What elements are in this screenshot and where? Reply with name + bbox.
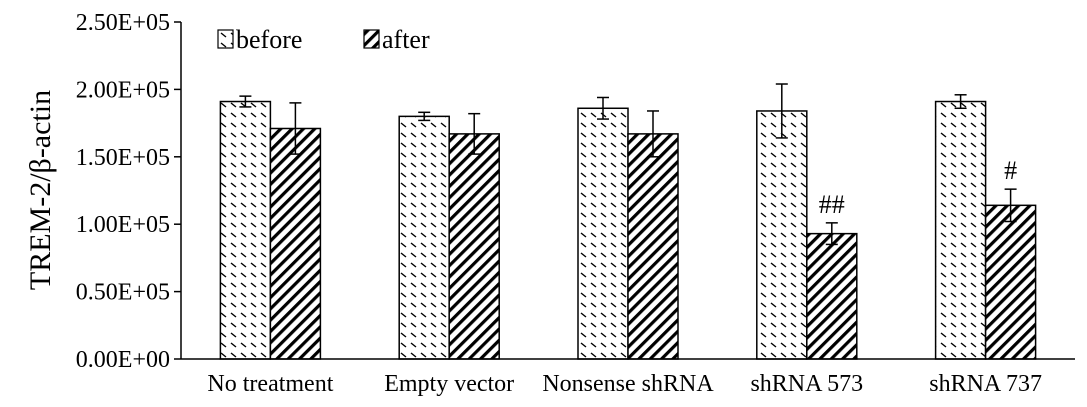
error-bars	[239, 83, 1017, 246]
legend-label-before: before	[236, 25, 302, 54]
y-tick-label: 0.00E+00	[76, 347, 170, 373]
bar-after	[448, 133, 500, 360]
y-axis-label: TREM-2/β-actin	[24, 90, 57, 290]
bar-after	[984, 204, 1037, 360]
y-axis-ticks: 0.00E+00 0.50E+05 1.00E+05 1.50E+05 2.00E+05…	[76, 10, 181, 373]
bar-before	[756, 110, 808, 360]
legend-swatch-after	[363, 29, 380, 49]
y-tick-label: 1.00E+05	[76, 212, 170, 238]
bar-after	[627, 133, 679, 360]
bar-before	[219, 100, 272, 360]
bar-after	[269, 127, 322, 360]
y-tick-label: 2.50E+05	[76, 10, 170, 36]
significance-annotation: ##	[819, 190, 845, 219]
bars	[219, 100, 1037, 360]
y-tick-label: 2.00E+05	[76, 77, 170, 103]
legend: before after	[217, 25, 430, 54]
legend-swatch-before	[217, 29, 234, 49]
x-tick-label: shRNA 737	[929, 371, 1042, 397]
x-tick-label: Empty vector	[384, 371, 514, 397]
x-axis-labels: No treatment Empty vector Nonsense shRNA sh…	[207, 371, 1042, 397]
bar-before	[577, 107, 629, 360]
annotations: ###	[819, 156, 1017, 219]
y-tick-label: 1.50E+05	[76, 145, 170, 171]
bar-before	[934, 100, 987, 360]
y-tick-label: 0.50E+05	[76, 280, 170, 306]
bar-before	[398, 115, 450, 360]
x-tick-label: shRNA 573	[750, 371, 863, 397]
legend-label-after: after	[382, 25, 430, 54]
x-tick-label: No treatment	[207, 371, 333, 397]
significance-annotation: #	[1004, 156, 1017, 185]
bar-after	[806, 232, 858, 360]
x-tick-label: Nonsense shRNA	[542, 371, 714, 397]
